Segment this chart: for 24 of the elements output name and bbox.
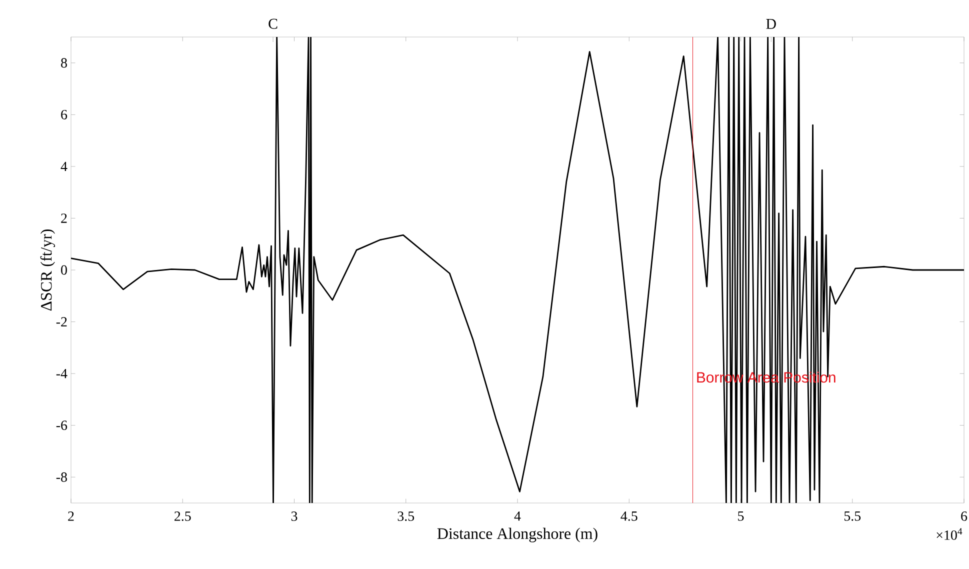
y-tick-label: 2 bbox=[61, 214, 67, 223]
y-tick-label: -6 bbox=[56, 420, 68, 430]
x-tick-label: 6 bbox=[961, 512, 968, 521]
x-axis-title: Distance Alongshore (m) bbox=[437, 528, 598, 542]
x-tick-label: 4.5 bbox=[620, 511, 638, 521]
annotation: C bbox=[268, 18, 278, 29]
y-axis-title: ΔSCR (ft/yr) bbox=[40, 229, 55, 311]
x-tick-label: 4 bbox=[514, 511, 521, 521]
x-tick-label: 3 bbox=[291, 512, 298, 521]
y-tick-label: 8 bbox=[61, 58, 67, 68]
text: ×10$^{4}$ bbox=[936, 528, 962, 540]
y-tick-label: -2 bbox=[56, 317, 67, 326]
y-tick-label: 6 bbox=[61, 110, 68, 120]
x-tick-label: 2 bbox=[68, 512, 74, 521]
x-tick-label: 2.5 bbox=[174, 512, 191, 521]
y-tick-label: 0 bbox=[61, 265, 67, 275]
x-tick-label: 5.5 bbox=[844, 511, 861, 521]
x-tick-label: 5 bbox=[738, 511, 744, 521]
y-tick-label: -4 bbox=[56, 368, 68, 378]
x-tick-label: 3.5 bbox=[398, 512, 414, 521]
line-series bbox=[71, 36, 964, 503]
annotation: D bbox=[766, 19, 776, 29]
y-tick-label: 4 bbox=[60, 162, 68, 172]
y-tick-label: -8 bbox=[56, 472, 67, 482]
